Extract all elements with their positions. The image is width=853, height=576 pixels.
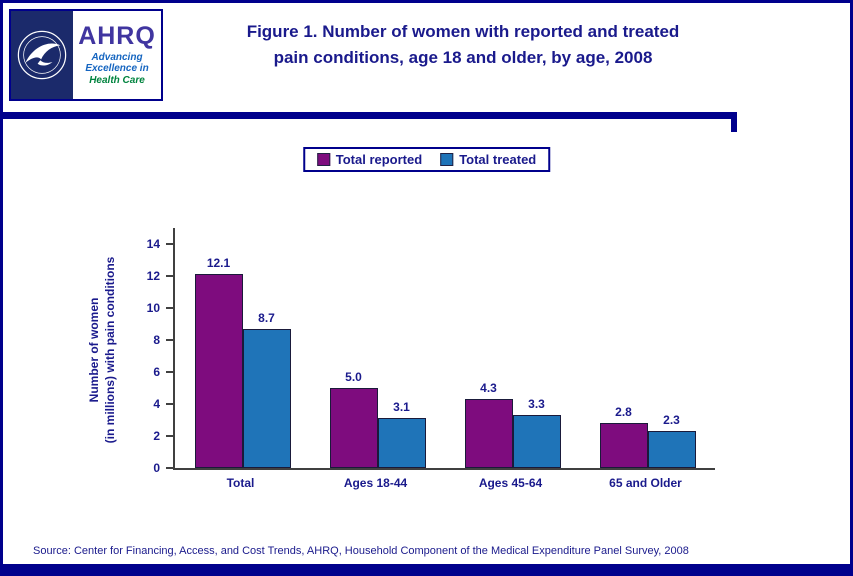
category-label-ages-18-44: Ages 18-44: [343, 476, 408, 490]
bar-total-reported-total: [194, 274, 243, 468]
y-tick-mark: [166, 339, 173, 341]
value-label-total-reported-total: 12.1: [206, 256, 231, 271]
y-tick-label-10: 10: [146, 301, 160, 315]
ahrq-logo: AHRQ Advancing Excellence in Health Care: [73, 11, 161, 99]
y-tick-label-4: 4: [153, 397, 160, 411]
bar-total-reported-65-and-older: [599, 423, 648, 468]
bar-total-reported-ages-45-64: [464, 399, 513, 468]
value-label-total-treated-ages-18-44: 3.1: [393, 400, 410, 415]
value-label-total-treated-ages-45-64: 3.3: [528, 397, 545, 412]
plot-area: 12.1 8.7 5.0 3.1 4.3 3.3 2.8 2.3: [173, 228, 715, 470]
y-tick-label-14: 14: [146, 237, 160, 251]
figure-title-line-2: pain conditions, age 18 and older, by ag…: [273, 48, 653, 68]
bar-total-treated-total: [242, 328, 291, 468]
tagline-line-3: Health Care: [89, 74, 145, 86]
logo-box: AHRQ Advancing Excellence in Health Care: [9, 9, 163, 101]
y-tick-label-8: 8: [153, 333, 160, 347]
legend-swatch-reported: [316, 153, 330, 166]
y-tick-mark: [166, 307, 173, 309]
tagline-line-2: Excellence in: [85, 63, 149, 75]
y-tick-mark: [166, 467, 173, 469]
value-label-total-treated-65-and-older: 2.3: [663, 413, 680, 428]
tagline-line-1: Advancing: [91, 51, 143, 63]
legend-item-treated: Total treated: [440, 152, 536, 167]
header-rule-tick: [731, 112, 737, 132]
value-label-total-reported-ages-45-64: 4.3: [480, 381, 497, 396]
legend-label-reported: Total reported: [335, 152, 423, 167]
y-tick-mark: [166, 243, 173, 245]
x-axis-labels: Total Ages 18-44 Ages 45-64 65 and Older: [173, 476, 713, 496]
y-tick-label-2: 2: [153, 429, 160, 443]
value-label-total-treated-total: 8.7: [258, 310, 275, 325]
y-tick-mark: [166, 435, 173, 437]
bottom-accent-bar: [3, 564, 850, 573]
bar-total-treated-ages-45-64: [512, 415, 561, 468]
header-rule: [3, 112, 737, 119]
value-label-total-reported-65-and-older: 2.8: [615, 405, 632, 420]
category-label-65-and-older: 65 and Older: [609, 476, 682, 490]
legend-label-treated: Total treated: [459, 152, 537, 167]
hhs-seal-icon: [11, 11, 73, 99]
y-tick-label-0: 0: [153, 461, 160, 475]
y-tick-mark: [166, 371, 173, 373]
y-axis-title-line-2: (in millions) with pain conditions: [103, 256, 118, 444]
source-note: Source: Center for Financing, Access, an…: [33, 545, 689, 557]
y-tick-label-12: 12: [146, 269, 160, 283]
y-tick-mark: [166, 275, 173, 277]
category-label-ages-45-64: Ages 45-64: [478, 476, 543, 490]
y-axis-title-line-1: Number of women: [87, 297, 101, 403]
value-label-total-reported-ages-18-44: 5.0: [345, 370, 362, 384]
figure-title: Figure 1. Number of women with reported …: [183, 19, 743, 72]
chart-legend: Total reported Total treated: [302, 147, 551, 172]
bar-total-treated-ages-18-44: [377, 418, 426, 468]
ahrq-wordmark: AHRQ: [78, 21, 156, 50]
legend-item-reported: Total reported: [316, 152, 423, 167]
bar-total-treated-65-and-older: [647, 431, 696, 468]
legend-swatch-treated: [440, 153, 454, 166]
ahrq-tagline: Advancing Excellence in Health Care: [85, 52, 148, 87]
bar-total-reported-ages-18-44: [329, 388, 378, 468]
y-tick-label-6: 6: [153, 365, 160, 379]
y-tick-mark: [166, 403, 173, 405]
y-axis-title: Number of women (in millions) with pain …: [86, 200, 120, 500]
y-axis: 0 2 4 6 8 10 12 14: [123, 228, 173, 475]
figure-title-line-1: Figure 1. Number of women with reported …: [246, 22, 680, 41]
category-label-total: Total: [226, 476, 255, 490]
